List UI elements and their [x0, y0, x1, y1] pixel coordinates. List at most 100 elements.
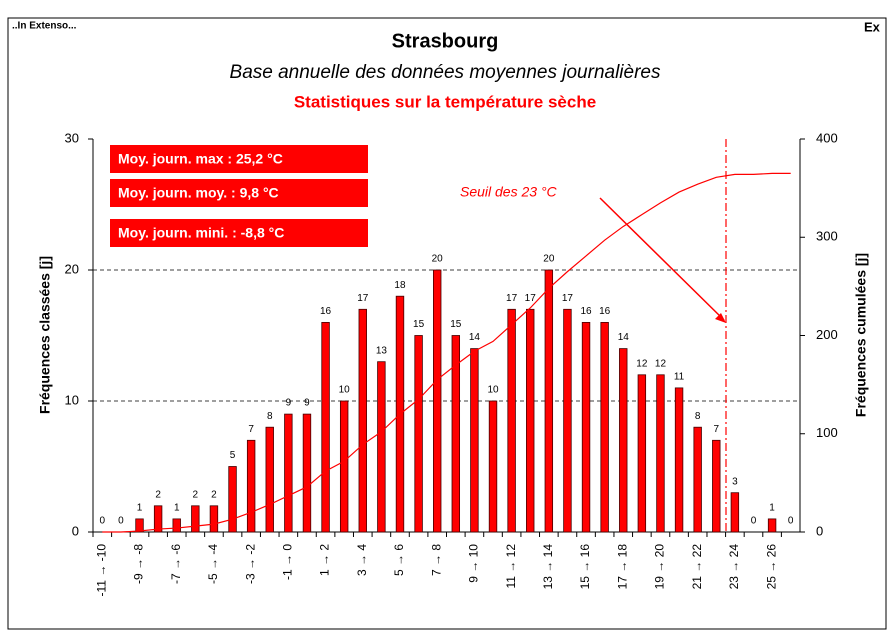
bar: [656, 374, 665, 533]
bar: [228, 466, 237, 533]
value-label: 8: [695, 411, 701, 422]
header-left: ..In Extenso...: [12, 21, 77, 32]
value-label: 17: [506, 293, 518, 304]
y2-tick-label: 100: [816, 425, 838, 440]
bar: [414, 335, 423, 533]
bar: [470, 348, 479, 533]
bar: [674, 387, 684, 533]
bar: [730, 492, 740, 533]
bar: [265, 426, 274, 533]
value-label: 3: [732, 476, 738, 487]
bar: [339, 400, 349, 533]
x-tick-label: 13 → 14: [541, 544, 555, 590]
x-tick-label: -11 → -10: [94, 544, 108, 597]
bar: [526, 308, 535, 533]
chart-title: Strasbourg: [392, 30, 499, 52]
bar: [321, 321, 330, 533]
value-label: 10: [339, 385, 351, 396]
value-label: 1: [174, 503, 180, 514]
bar: [284, 413, 293, 533]
value-label: 15: [413, 319, 425, 330]
value-label: 11: [674, 372, 685, 383]
bar: [712, 439, 721, 533]
value-label: 17: [357, 293, 369, 304]
frame: [7, 17, 887, 630]
bar: [172, 518, 181, 533]
x-tick-label: 15 → 16: [578, 544, 592, 590]
bar: [451, 335, 461, 533]
x-tick-label: 5 → 6: [392, 544, 406, 576]
annotation-arrow: [599, 197, 725, 321]
x-tick-label: 9 → 10: [467, 544, 481, 583]
subtitle2: Statistiques sur la température sèche: [294, 92, 596, 111]
bar: [135, 518, 144, 533]
bar: [153, 505, 163, 533]
x-tick-label: 21 → 22: [690, 544, 704, 590]
value-label: 7: [713, 424, 719, 435]
y-tick-label: 0: [72, 523, 79, 538]
bar: [619, 348, 628, 533]
value-label: 16: [580, 306, 592, 317]
stat-box-text: Moy. journ. mini. : -8,8 °C: [118, 225, 284, 241]
value-label: 0: [751, 516, 757, 527]
y-tick-label: 30: [65, 130, 79, 145]
bar: [209, 505, 219, 533]
bar: [563, 308, 572, 533]
bar: [377, 361, 386, 533]
x-tick-label: 19 → 20: [653, 544, 667, 590]
value-label: 20: [432, 254, 444, 265]
value-label: 18: [394, 280, 406, 291]
value-label: 14: [469, 332, 481, 343]
x-tick-label: 7 → 8: [429, 544, 443, 576]
bar: [191, 505, 200, 533]
stat-box-text: Moy. journ. moy. : 9,8 °C: [118, 185, 279, 201]
value-label: 2: [155, 489, 161, 500]
value-label: 16: [599, 306, 611, 317]
annotation: Seuil des 23 °C: [460, 184, 558, 200]
subtitle: Base annuelle des données moyennes journ…: [230, 62, 661, 83]
x-tick-label: -9 → -8: [132, 544, 146, 584]
bar: [302, 413, 312, 533]
y2-tick-label: 300: [816, 229, 838, 244]
stat-box-text: Moy. journ. max : 25,2 °C: [118, 151, 283, 167]
bar: [246, 439, 256, 533]
bar: [767, 518, 777, 533]
value-label: 20: [543, 254, 555, 265]
x-tick-label: 17 → 18: [615, 544, 629, 590]
x-tick-label: 11 → 12: [504, 544, 518, 589]
bar: [358, 308, 367, 533]
x-tick-label: 1 → 2: [318, 544, 332, 576]
x-tick-label: -3 → -2: [243, 544, 257, 584]
y2-tick-label: 400: [816, 130, 838, 145]
y2-axis-label: Fréquences cumulées [j]: [853, 253, 869, 417]
y2-tick-label: 200: [816, 327, 838, 342]
bar: [544, 269, 554, 533]
bar: [507, 308, 516, 533]
y-tick-label: 10: [65, 392, 79, 407]
value-label: 0: [118, 516, 124, 527]
bar: [488, 400, 498, 533]
x-tick-label: -1 → 0: [281, 544, 295, 580]
value-label: 2: [193, 489, 199, 500]
value-label: 12: [636, 358, 648, 369]
value-label: 1: [769, 503, 775, 514]
value-label: 17: [525, 293, 537, 304]
value-label: 7: [248, 424, 254, 435]
bar: [600, 321, 609, 533]
value-label: 0: [788, 516, 794, 527]
cumulative-line: [102, 172, 791, 533]
x-tick-label: -7 → -6: [169, 544, 183, 584]
value-label: 5: [230, 450, 236, 461]
value-label: 1: [137, 503, 143, 514]
header-right: Ex: [864, 19, 881, 34]
value-label: 0: [100, 516, 106, 527]
x-tick-label: 3 → 4: [355, 544, 369, 576]
value-label: 17: [562, 293, 574, 304]
stat-box: [110, 219, 368, 247]
arrow-head: [715, 313, 726, 323]
value-label: 12: [655, 358, 667, 369]
x-tick-label: 25 → 26: [764, 544, 778, 590]
value-label: 14: [618, 332, 630, 343]
